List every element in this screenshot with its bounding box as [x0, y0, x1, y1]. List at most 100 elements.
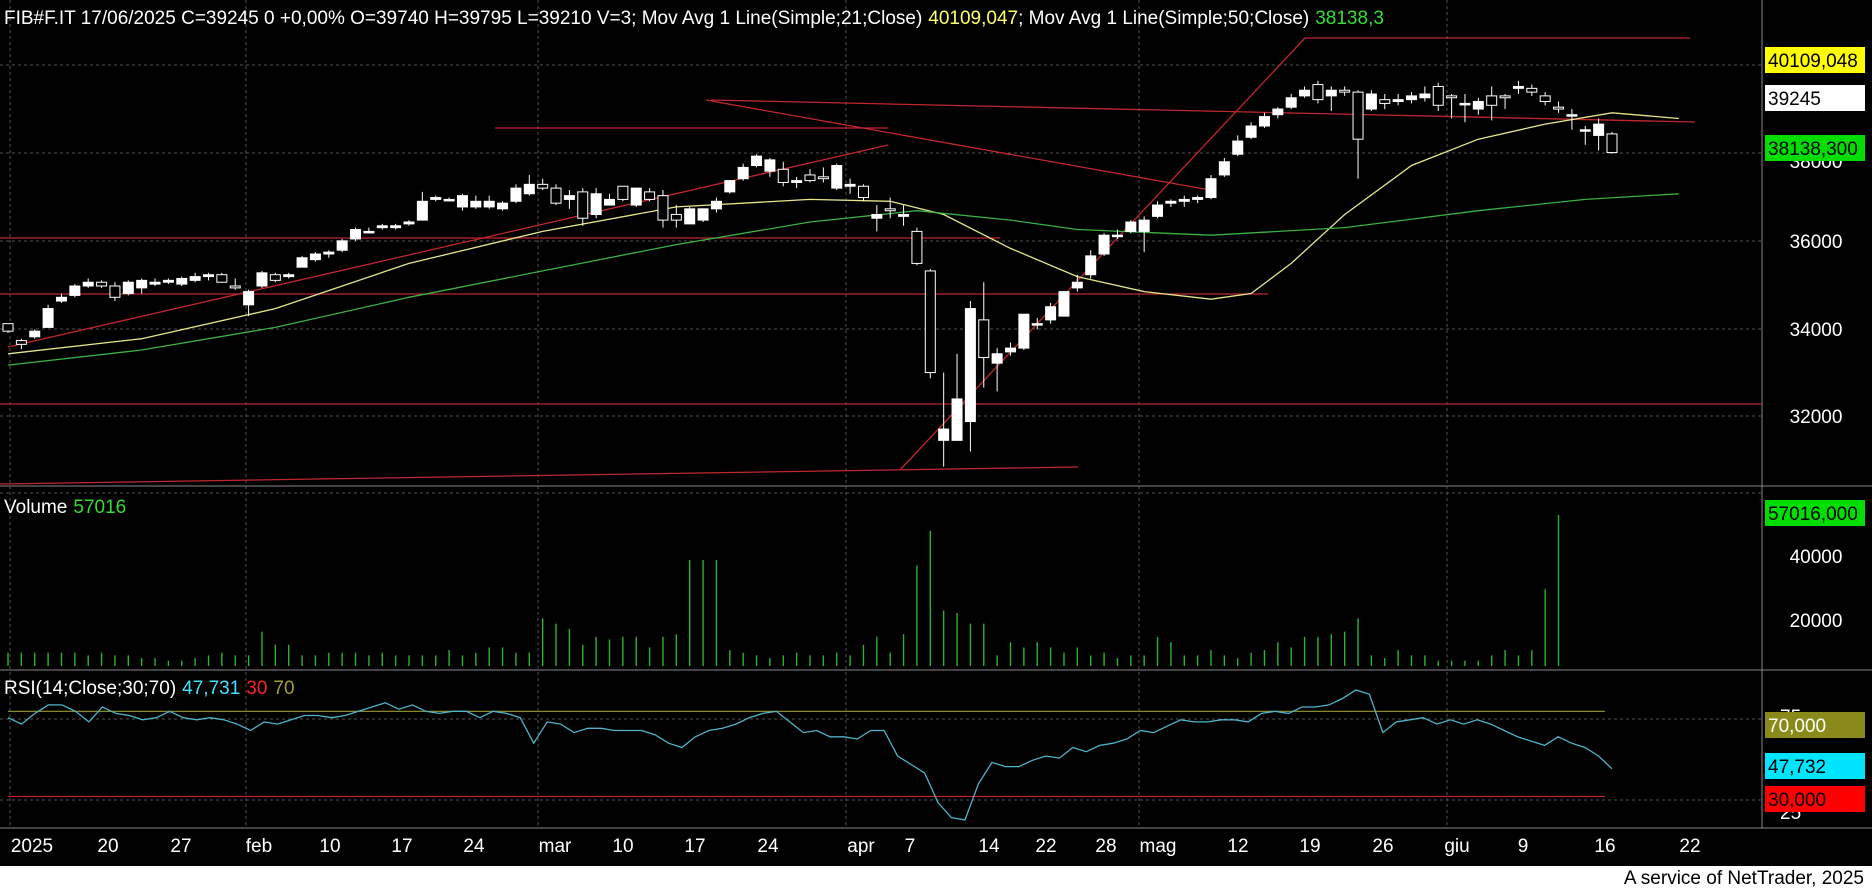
- ma50-label: ; Mov Avg 1 Line(Simple;50;Close): [1018, 8, 1309, 29]
- rsi-indicator: [7, 689, 1613, 821]
- rsi-legend: RSI(14;Close;30;70) 47,731 30 70: [4, 678, 295, 699]
- candle-body: [670, 213, 682, 221]
- candle-body: [724, 180, 736, 193]
- candle-body: [283, 274, 295, 278]
- candle-body: [1178, 198, 1190, 202]
- candle-body: [964, 308, 976, 423]
- candle-body: [630, 187, 642, 206]
- rsi70-badge-bg: [1765, 712, 1865, 738]
- price-axis-labels: 38000 36000 34000 32000 40000 20000 75 2…: [1780, 152, 1842, 824]
- candle-body: [1499, 95, 1511, 99]
- candle-body: [296, 257, 308, 268]
- x-axis-labels: 2025 20 27 feb 10 17 24 mar 10 17 24 apr 7 14 22 28 mag 1…: [11, 836, 1701, 857]
- footer-bar: [0, 866, 1872, 888]
- x-label-13: 14: [978, 836, 1000, 857]
- x-label-3: feb: [246, 836, 272, 857]
- candlesticks: [2, 80, 1618, 467]
- candle-body: [403, 221, 415, 225]
- x-label-4: 10: [319, 836, 340, 857]
- candle-body: [1058, 291, 1070, 317]
- ma50-badge: 38138,300: [1768, 139, 1858, 160]
- candle-body: [1566, 114, 1578, 117]
- candle-body: [1018, 313, 1030, 349]
- volume-bars: [7, 515, 1560, 666]
- candle-body: [924, 270, 936, 374]
- x-label-7: mar: [539, 836, 572, 857]
- candle-body: [577, 191, 589, 219]
- candle-body: [1218, 161, 1230, 176]
- candle-body: [336, 240, 348, 251]
- ma21-label: ; Mov Avg 1 Line(Simple;21;Close): [631, 8, 922, 29]
- candle-body: [189, 276, 201, 281]
- candle-body: [604, 198, 615, 206]
- volume-badge-bg: [1765, 500, 1865, 526]
- candle-body: [390, 225, 402, 229]
- x-label-22: 16: [1594, 836, 1615, 857]
- legend-line: FIB#F.IT 17/06/2025 C=39245 0 +0,00% O=3…: [4, 8, 1384, 29]
- candle-body: [804, 174, 816, 182]
- candle-body: [2, 323, 14, 332]
- rsi-badge: 47,732: [1768, 757, 1826, 778]
- x-label-0: 2025: [11, 836, 53, 857]
- x-label-8: 10: [612, 836, 633, 857]
- candle-body: [978, 319, 990, 359]
- candle-body: [162, 279, 174, 283]
- candle-body: [844, 183, 856, 187]
- candle-body: [122, 281, 134, 295]
- x-label-6: 24: [463, 836, 485, 857]
- candle-body: [710, 200, 722, 210]
- rsi30-badge: 30,000: [1768, 790, 1826, 811]
- trendline-4: [705, 99, 1211, 191]
- volume-legend: Volume 57016: [4, 497, 126, 518]
- x-label-9: 17: [684, 836, 705, 857]
- rsi-value: 47,731: [182, 678, 240, 699]
- candle-body: [15, 340, 27, 345]
- candle-body: [1098, 234, 1110, 255]
- x-label-15: 28: [1095, 836, 1116, 857]
- x-label-16: mag: [1140, 836, 1177, 857]
- candle-body: [1245, 125, 1257, 138]
- candle-body: [1312, 84, 1324, 101]
- candle-body: [216, 274, 228, 283]
- candle-body: [1419, 93, 1431, 99]
- ma50-value: 38138,3: [1315, 8, 1384, 29]
- candle-body: [1299, 89, 1311, 97]
- candle-body: [644, 191, 656, 200]
- candle-body: [590, 193, 602, 215]
- candle-body: [430, 197, 442, 200]
- candle-body: [817, 176, 829, 180]
- footer-credit: A service of NetTrader, 2025: [1624, 868, 1864, 888]
- candle-body: [951, 398, 963, 441]
- candle-body: [229, 285, 241, 289]
- candle-body: [1045, 306, 1057, 321]
- candle-body: [563, 195, 575, 200]
- rsi70-badge: 70,000: [1768, 716, 1826, 737]
- candle-body: [1339, 89, 1351, 93]
- candle-body: [1446, 95, 1458, 99]
- candle-body: [1406, 95, 1417, 101]
- candle-body: [857, 185, 869, 199]
- ma21-value: 40109,047: [928, 8, 1018, 29]
- candle-body: [1365, 93, 1377, 110]
- candle-body: [416, 200, 428, 221]
- rsi30-badge-bg: [1765, 786, 1865, 812]
- candle-body: [1071, 281, 1083, 289]
- candle-body: [1005, 347, 1016, 353]
- volume-value: 57016: [73, 497, 126, 518]
- candle-body: [617, 185, 629, 200]
- candle-body: [1472, 101, 1484, 110]
- candle-body: [1031, 323, 1043, 326]
- x-label-20: giu: [1444, 836, 1469, 857]
- candle-body: [1232, 140, 1244, 155]
- candle-body: [256, 272, 268, 287]
- candle-body: [1352, 91, 1364, 140]
- candle-body: [29, 330, 41, 338]
- candle-body: [1379, 99, 1391, 104]
- price-tick-32000: 32000: [1790, 407, 1843, 428]
- candle-body: [443, 198, 455, 202]
- candle-body: [510, 187, 522, 202]
- instrument-info: FIB#F.IT 17/06/2025 C=39245 0 +0,00% O=3…: [4, 8, 631, 29]
- volume-badge: 57016,000: [1768, 504, 1858, 525]
- candle-body: [938, 428, 950, 441]
- candle-body: [684, 208, 696, 225]
